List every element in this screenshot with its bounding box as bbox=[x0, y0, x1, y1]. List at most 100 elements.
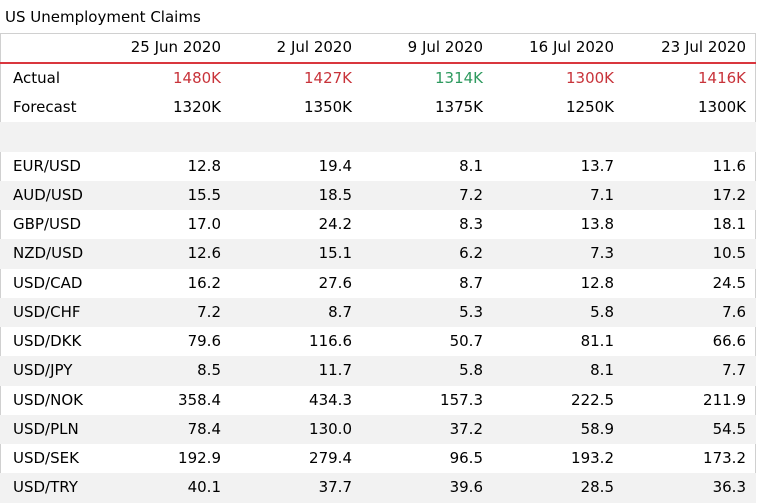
table-cell: 18.1 bbox=[712, 215, 746, 234]
table-cell: 1375K bbox=[434, 98, 483, 117]
row-label: NZD/USD bbox=[0, 239, 100, 269]
table-cell: 1314K bbox=[434, 69, 483, 87]
table-cell: 13.8 bbox=[580, 215, 614, 234]
table-cell: 1480K bbox=[172, 69, 221, 87]
table-cell: 39.6 bbox=[362, 473, 493, 503]
row-label: AUD/USD bbox=[0, 180, 100, 210]
table-cell bbox=[362, 122, 493, 152]
table-cell: 40.1 bbox=[100, 473, 231, 503]
claims-table: 25 Jun 2020 2 Jul 2020 9 Jul 2020 16 Jul… bbox=[0, 33, 756, 503]
table-row: USD/CAD 16.2 27.6 8.7 12.8 24.5 bbox=[0, 269, 756, 298]
row-label: USD/DKK bbox=[13, 332, 82, 351]
table-cell: 116.6 bbox=[309, 332, 352, 351]
table-row: EUR/USD 12.8 19.4 8.1 13.7 11.6 bbox=[0, 152, 756, 181]
row-label: USD/SEK bbox=[13, 449, 79, 468]
header-row: 25 Jun 2020 2 Jul 2020 9 Jul 2020 16 Jul… bbox=[0, 33, 756, 64]
table-cell: 8.7 bbox=[231, 297, 362, 327]
table-cell: 12.8 bbox=[187, 156, 221, 175]
column-header-date: 2 Jul 2020 bbox=[231, 33, 362, 64]
table-cell: 1427K bbox=[303, 69, 352, 87]
table-cell bbox=[624, 122, 756, 152]
column-header-date: 23 Jul 2020 bbox=[624, 33, 756, 64]
table-cell: 24.2 bbox=[318, 215, 352, 234]
table-cell: 5.8 bbox=[362, 356, 493, 386]
table-cell: 24.5 bbox=[712, 273, 746, 292]
table-cell: 8.7 bbox=[459, 273, 483, 292]
table-cell: 1300K bbox=[697, 98, 746, 117]
table-cell: 5.3 bbox=[362, 297, 493, 327]
table-cell: 7.1 bbox=[493, 180, 624, 210]
row-label: USD/NOK bbox=[13, 390, 83, 409]
table-cell: 7.3 bbox=[493, 239, 624, 269]
row-label: Actual bbox=[13, 69, 60, 87]
table-cell: 17.2 bbox=[624, 180, 756, 210]
column-header-date: 9 Jul 2020 bbox=[362, 33, 493, 64]
row-label bbox=[0, 122, 100, 152]
table-cell: 18.5 bbox=[231, 180, 362, 210]
table-cell: 8.3 bbox=[459, 215, 483, 234]
table-cell: 130.0 bbox=[231, 414, 362, 444]
table-row: USD/CHF 7.2 8.7 5.3 5.8 7.6 bbox=[0, 297, 756, 327]
table-cell: 1320K bbox=[172, 98, 221, 117]
table-cell: 12.8 bbox=[580, 273, 614, 292]
table-cell: 15.1 bbox=[231, 239, 362, 269]
table-cell bbox=[100, 122, 231, 152]
table-row: AUD/USD 15.5 18.5 7.2 7.1 17.2 bbox=[0, 180, 756, 210]
table-cell: 1300K bbox=[565, 69, 614, 87]
row-label: GBP/USD bbox=[13, 215, 82, 234]
table-cell: 37.2 bbox=[362, 414, 493, 444]
column-header-blank bbox=[0, 33, 100, 64]
table-row-actual: Actual 1480K 1427K 1314K 1300K 1416K bbox=[0, 63, 756, 93]
column-header-date: 16 Jul 2020 bbox=[493, 33, 624, 64]
table-cell: 6.2 bbox=[362, 239, 493, 269]
table-cell: 358.4 bbox=[178, 390, 221, 409]
table-cell: 11.6 bbox=[712, 156, 746, 175]
table-cell: 1350K bbox=[303, 98, 352, 117]
row-label: EUR/USD bbox=[13, 156, 81, 175]
table-cell: 81.1 bbox=[580, 332, 614, 351]
table-cell: 19.4 bbox=[318, 156, 352, 175]
table-cell: 173.2 bbox=[703, 449, 746, 468]
table-cell: 1416K bbox=[697, 69, 746, 87]
table-cell: 78.4 bbox=[100, 414, 231, 444]
table-cell: 211.9 bbox=[703, 390, 746, 409]
table-cell: 7.6 bbox=[624, 297, 756, 327]
page-title: US Unemployment Claims bbox=[5, 8, 201, 26]
table-row: USD/SEK 192.9 279.4 96.5 193.2 173.2 bbox=[0, 444, 756, 473]
row-label: USD/TRY bbox=[0, 473, 100, 503]
table-cell: 7.2 bbox=[100, 297, 231, 327]
table-cell: 96.5 bbox=[449, 449, 483, 468]
table-cell bbox=[231, 122, 362, 152]
table-cell: 8.5 bbox=[100, 356, 231, 386]
table-cell: 58.9 bbox=[493, 414, 624, 444]
table-cell: 12.6 bbox=[100, 239, 231, 269]
table-cell: 11.7 bbox=[231, 356, 362, 386]
table-row: USD/DKK 79.6 116.6 50.7 81.1 66.6 bbox=[0, 327, 756, 356]
table-cell: 28.5 bbox=[493, 473, 624, 503]
table-cell bbox=[493, 122, 624, 152]
table-cell: 192.9 bbox=[178, 449, 221, 468]
table-cell: 17.0 bbox=[187, 215, 221, 234]
table-row: USD/NOK 358.4 434.3 157.3 222.5 211.9 bbox=[0, 386, 756, 415]
table-cell: 10.5 bbox=[624, 239, 756, 269]
table-cell: 15.5 bbox=[100, 180, 231, 210]
row-label: USD/PLN bbox=[0, 414, 100, 444]
table-cell: 37.7 bbox=[231, 473, 362, 503]
table-cell: 36.3 bbox=[624, 473, 756, 503]
table-cell: 27.6 bbox=[318, 273, 352, 292]
table-row: NZD/USD 12.6 15.1 6.2 7.3 10.5 bbox=[0, 239, 756, 269]
row-label: USD/JPY bbox=[0, 356, 100, 386]
table-cell: 157.3 bbox=[440, 390, 483, 409]
column-header-date: 25 Jun 2020 bbox=[100, 33, 231, 64]
table-row-forecast: Forecast 1320K 1350K 1375K 1250K 1300K bbox=[0, 93, 756, 122]
table-cell: 54.5 bbox=[624, 414, 756, 444]
row-label: Forecast bbox=[13, 98, 77, 117]
table-cell: 434.3 bbox=[309, 390, 352, 409]
table-row: GBP/USD 17.0 24.2 8.3 13.8 18.1 bbox=[0, 210, 756, 239]
table-row: USD/PLN 78.4 130.0 37.2 58.9 54.5 bbox=[0, 414, 756, 444]
table-row: USD/TRY 40.1 37.7 39.6 28.5 36.3 bbox=[0, 473, 756, 503]
table-cell: 1250K bbox=[565, 98, 614, 117]
table-cell: 8.1 bbox=[459, 156, 483, 175]
row-label: USD/CAD bbox=[13, 273, 83, 292]
table-row: USD/JPY 8.5 11.7 5.8 8.1 7.7 bbox=[0, 356, 756, 386]
